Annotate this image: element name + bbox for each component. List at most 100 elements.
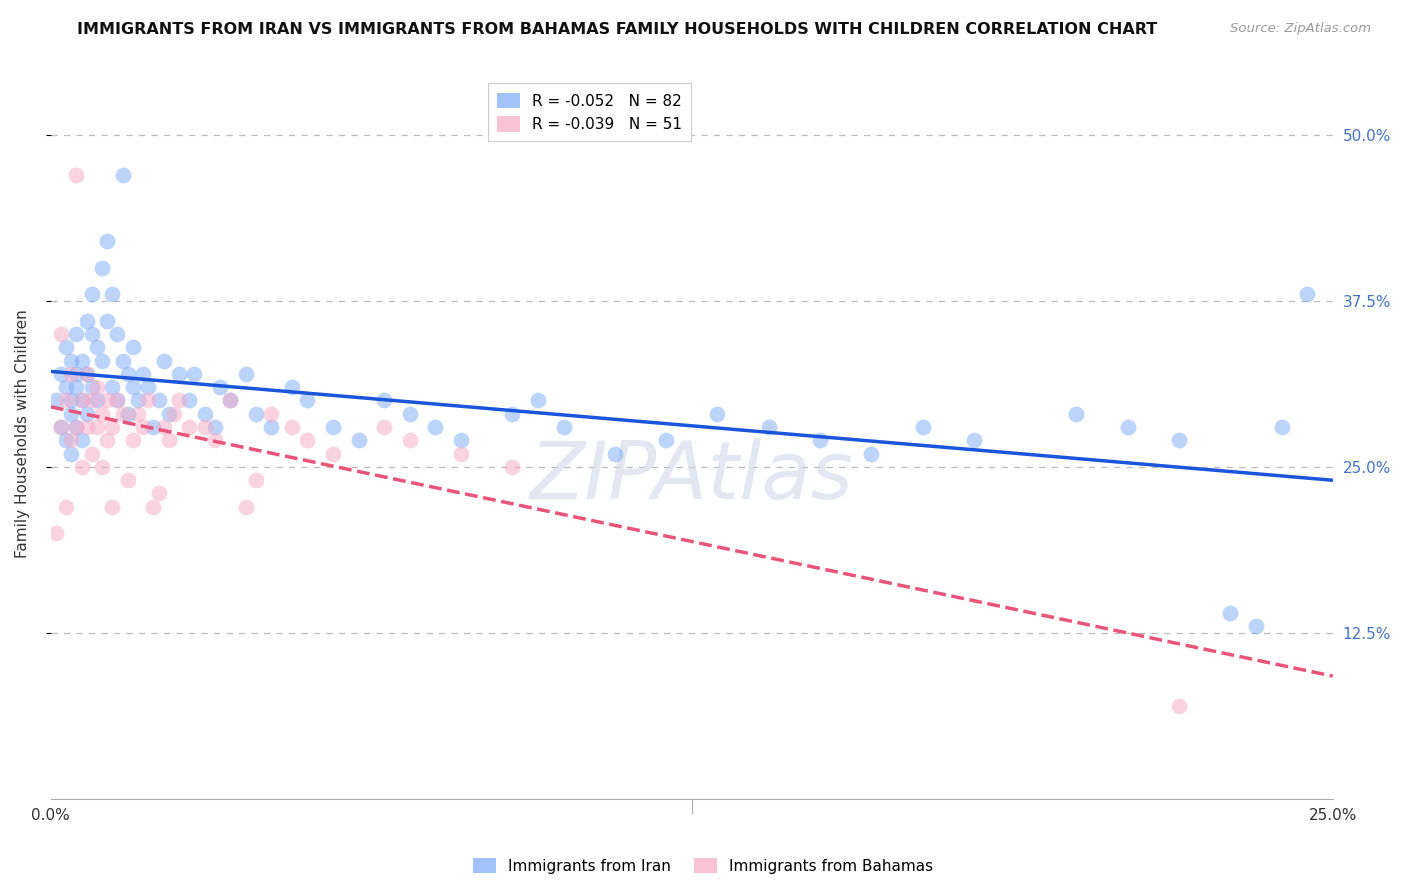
- Point: [911, 420, 934, 434]
- Point: [860, 446, 883, 460]
- Y-axis label: Family Households with Children: Family Households with Children: [15, 310, 30, 558]
- Text: IMMIGRANTS FROM IRAN VS IMMIGRANTS FROM BAHAMAS FAMILY HOUSEHOLDS WITH CHILDREN : IMMIGRANTS FROM IRAN VS IMMIGRANTS FROM …: [77, 22, 1157, 37]
- Point: [398, 434, 420, 448]
- Point: [655, 434, 678, 448]
- Text: ZIPAtlas: ZIPAtlas: [530, 439, 853, 516]
- Point: [450, 446, 472, 460]
- Point: [55, 393, 77, 408]
- Point: [86, 340, 108, 354]
- Point: [501, 407, 523, 421]
- Point: [373, 420, 395, 434]
- Point: [60, 393, 83, 408]
- Point: [157, 407, 180, 421]
- Point: [322, 446, 344, 460]
- Point: [235, 367, 257, 381]
- Point: [70, 353, 93, 368]
- Point: [1168, 698, 1191, 713]
- Point: [152, 353, 174, 368]
- Point: [107, 393, 129, 408]
- Text: Source: ZipAtlas.com: Source: ZipAtlas.com: [1230, 22, 1371, 36]
- Point: [132, 367, 155, 381]
- Point: [245, 407, 267, 421]
- Point: [96, 234, 118, 248]
- Point: [49, 420, 72, 434]
- Point: [281, 380, 304, 394]
- Point: [60, 434, 83, 448]
- Point: [80, 327, 103, 342]
- Point: [501, 459, 523, 474]
- Point: [65, 380, 87, 394]
- Point: [127, 393, 149, 408]
- Point: [55, 340, 77, 354]
- Point: [136, 380, 159, 394]
- Point: [111, 407, 134, 421]
- Point: [553, 420, 575, 434]
- Point: [117, 367, 139, 381]
- Point: [758, 420, 780, 434]
- Point: [101, 500, 124, 514]
- Point: [45, 393, 67, 408]
- Point: [347, 434, 370, 448]
- Point: [96, 314, 118, 328]
- Point: [179, 420, 201, 434]
- Point: [91, 459, 114, 474]
- Point: [260, 407, 283, 421]
- Point: [1116, 420, 1139, 434]
- Point: [45, 526, 67, 541]
- Point: [76, 407, 98, 421]
- Point: [60, 353, 83, 368]
- Point: [111, 353, 134, 368]
- Point: [70, 434, 93, 448]
- Point: [603, 446, 626, 460]
- Point: [322, 420, 344, 434]
- Point: [808, 434, 831, 448]
- Point: [76, 420, 98, 434]
- Point: [260, 420, 283, 434]
- Point: [527, 393, 550, 408]
- Point: [1296, 287, 1319, 301]
- Point: [76, 314, 98, 328]
- Point: [86, 420, 108, 434]
- Point: [136, 393, 159, 408]
- Point: [1219, 606, 1241, 620]
- Point: [96, 393, 118, 408]
- Point: [80, 380, 103, 394]
- Point: [204, 420, 226, 434]
- Point: [55, 380, 77, 394]
- Point: [245, 473, 267, 487]
- Point: [209, 380, 232, 394]
- Point: [65, 420, 87, 434]
- Point: [96, 434, 118, 448]
- Point: [55, 500, 77, 514]
- Point: [65, 420, 87, 434]
- Point: [107, 327, 129, 342]
- Point: [80, 446, 103, 460]
- Point: [122, 340, 145, 354]
- Point: [152, 420, 174, 434]
- Point: [80, 287, 103, 301]
- Point: [107, 393, 129, 408]
- Point: [194, 407, 217, 421]
- Point: [204, 434, 226, 448]
- Point: [194, 420, 217, 434]
- Point: [70, 459, 93, 474]
- Point: [76, 367, 98, 381]
- Point: [297, 393, 319, 408]
- Point: [91, 407, 114, 421]
- Point: [91, 260, 114, 275]
- Point: [49, 327, 72, 342]
- Point: [179, 393, 201, 408]
- Point: [148, 393, 170, 408]
- Point: [111, 168, 134, 182]
- Point: [65, 327, 87, 342]
- Point: [1244, 619, 1267, 633]
- Point: [157, 434, 180, 448]
- Point: [60, 446, 83, 460]
- Point: [49, 420, 72, 434]
- Point: [450, 434, 472, 448]
- Point: [373, 393, 395, 408]
- Point: [80, 393, 103, 408]
- Point: [281, 420, 304, 434]
- Point: [117, 473, 139, 487]
- Point: [1066, 407, 1088, 421]
